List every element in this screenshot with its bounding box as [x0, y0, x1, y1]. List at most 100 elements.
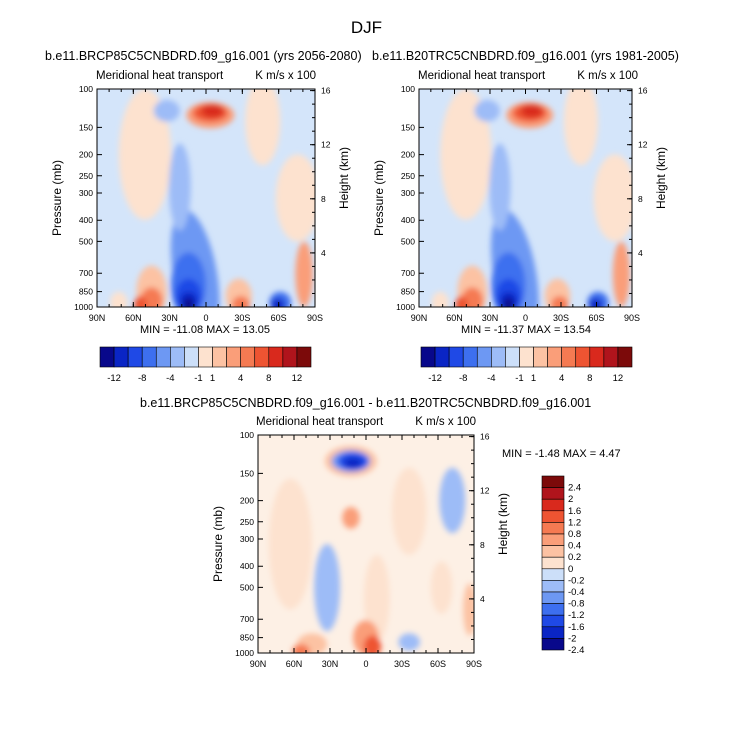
panel3-plot: 90N 60N 30N 0 30S 60S 90S 100 150 200 250 300 400 500… [211, 430, 510, 669]
colorbar-label: 0.2 [568, 552, 581, 563]
colorbar-swatch [420, 346, 436, 368]
x-tick-label: 0 [363, 659, 368, 669]
colorbar-label: -1.6 [568, 622, 584, 633]
colorbar-swatch [541, 487, 565, 500]
colorbar-swatch [541, 568, 565, 581]
colorbar-swatch [99, 346, 115, 368]
contour-region [268, 478, 312, 610]
x-tick-label: 90S [466, 659, 482, 669]
x-tick-label: 30S [234, 313, 250, 323]
contour-region [612, 241, 630, 307]
x-tick-label: 60N [446, 313, 463, 323]
colorbar-label: 8 [587, 373, 592, 384]
y-tick-label: 150 [79, 122, 93, 132]
panel2-subtitle-right: K m/s x 100 [577, 70, 638, 82]
x-tick-label: 60N [286, 659, 303, 669]
colorbar-label: 2 [568, 494, 573, 505]
y-tick-label: 200 [79, 150, 93, 160]
colorbar-swatch [541, 556, 565, 570]
panel3-minmax: MIN = -1.48 MAX = 4.47 [502, 448, 621, 460]
panel3-title: b.e11.BRCP85C5CNBDRD.f09_g16.001 - b.e11… [140, 396, 592, 410]
right-axis-label: Height (km) [337, 147, 351, 209]
contour-region [118, 89, 172, 220]
colorbar-swatch [541, 614, 565, 628]
y-tick-label: 700 [401, 268, 415, 278]
contour-region [430, 561, 453, 614]
contour-region [474, 99, 500, 122]
colorbar-swatch [533, 346, 548, 368]
contour-region [398, 633, 421, 651]
colorbar-swatch [541, 626, 565, 639]
colorbar-swatch [226, 346, 241, 368]
x-tick-label: 30N [322, 659, 339, 669]
right-tick-label: 12 [480, 486, 490, 496]
colorbar-label: -8 [138, 373, 146, 384]
colorbar-swatch [240, 346, 256, 368]
y-axis-label: Pressure (mb) [372, 160, 386, 236]
colorbar-swatch [505, 346, 520, 368]
contour-region [344, 457, 362, 469]
panel2-minmax: MIN = -11.37 MAX = 13.54 [461, 324, 592, 336]
contour-region [363, 635, 382, 653]
panel2-title: b.e11.B20TRC5CNBDRD.f09_g16.001 (yrs 198… [372, 49, 679, 63]
contour-region [489, 143, 511, 231]
y-tick-label: 1000 [74, 302, 93, 312]
colorbar-swatch [561, 346, 577, 368]
colorbar-label: -8 [459, 373, 467, 384]
x-tick-label: 30N [161, 313, 178, 323]
colorbar-label: 4 [238, 373, 243, 384]
colorbar-swatch [541, 591, 565, 604]
colorbar-swatch [603, 346, 619, 368]
y-tick-label: 200 [401, 150, 415, 160]
contour-region [271, 298, 285, 307]
panel1-colorbar: -12 -8 -4 -1 1 4 8 12 [99, 346, 312, 384]
panel2-subtitle-left: Meridional heat transport [418, 70, 546, 82]
contour-region [110, 291, 128, 307]
contour-region [363, 554, 390, 643]
figure-title: DJF [350, 18, 383, 37]
y-tick-label: 250 [79, 171, 93, 181]
y-tick-label: 850 [79, 287, 93, 297]
colorbar-swatch [541, 545, 565, 558]
y-tick-label: 300 [79, 188, 93, 198]
colorbar-swatch [541, 475, 565, 488]
right-tick-label: 4 [321, 248, 326, 258]
colorbar-swatch [541, 522, 565, 535]
colorbar-swatch [198, 346, 213, 368]
panel3-colorbar: 2.421.61.20.80.40.20-0.2-0.4-0.8-1.2-1.6… [541, 475, 584, 656]
contour-region [463, 583, 474, 636]
right-axis-label: Height (km) [654, 147, 668, 209]
colorbar-swatch [282, 346, 298, 368]
contour-region [183, 298, 195, 307]
colorbar-swatch [268, 346, 284, 368]
right-tick-label: 8 [480, 540, 485, 550]
y-tick-label: 150 [401, 122, 415, 132]
x-tick-label: 30N [482, 313, 499, 323]
right-tick-label: 8 [321, 194, 326, 204]
colorbar-swatch [434, 346, 450, 368]
contour-region [225, 278, 252, 307]
panel3-subtitle-right: K m/s x 100 [415, 416, 476, 428]
panel3-subtitle-left: Meridional heat transport [256, 416, 384, 428]
y-tick-label: 500 [240, 582, 254, 592]
colorbar-label: -4 [166, 373, 174, 384]
contour-region [314, 544, 341, 632]
colorbar-label: 1.2 [568, 517, 581, 528]
colorbar-label: -2 [568, 633, 576, 644]
contour-region [295, 241, 313, 307]
x-tick-label: 90N [411, 313, 428, 323]
contour-region [439, 467, 466, 534]
contour-region [431, 291, 449, 307]
colorbar-swatch [254, 346, 270, 368]
colorbar-swatch [541, 498, 565, 512]
colorbar-label: 2.4 [568, 483, 581, 494]
right-tick-label: 12 [638, 140, 648, 150]
contour-field [258, 435, 474, 653]
colorbar-label: -1 [515, 373, 523, 384]
colorbar-swatch [541, 580, 565, 593]
y-axis-label: Pressure (mb) [50, 160, 64, 236]
colorbar-swatch [519, 346, 534, 368]
y-tick-label: 850 [240, 633, 254, 643]
colorbar-swatch [113, 346, 129, 368]
